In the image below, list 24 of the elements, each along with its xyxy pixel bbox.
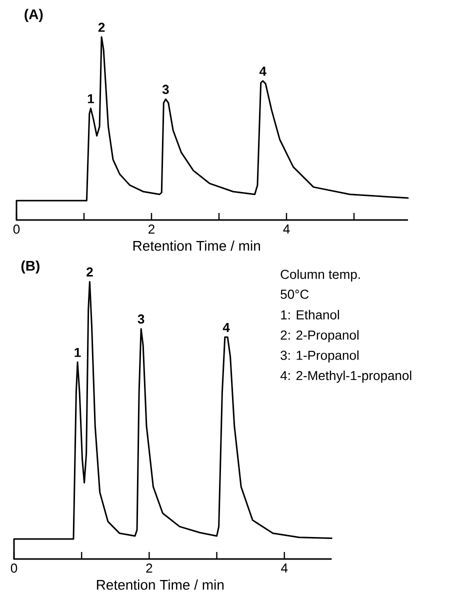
annotation: 1: Ethanol [281,310,339,320]
x-tick-label: 0 [10,564,18,573]
annotation: 4 [259,66,266,76]
annotation: 4: 2-Methyl-1-propanol [280,370,412,383]
x-tick-label: 4 [281,564,288,572]
x-tick-label: 4 [283,224,290,234]
annotation: 3 [162,84,169,94]
x-axis-title: Retention Time / min [133,240,260,251]
annotation: 50°C [280,290,309,299]
annotation: 2: 2-Propanol [280,330,358,342]
annotation: 3 [138,314,144,324]
annotation: 2 [86,267,93,276]
annotation: 2 [98,22,105,32]
annotation: 4 [222,323,230,332]
annotation: 3: 1-Propanol [280,350,358,363]
x-tick-label: 2 [148,224,154,234]
text: Column temp. [280,269,360,282]
chart-title: (A) [24,8,43,22]
x-tick-label: 0 [13,224,20,234]
x-axis-title: Retention Time / min [96,580,224,590]
annotation: 1 [74,348,81,357]
chart-title: (B) [21,260,40,274]
annotation: 1 [88,94,94,104]
x-tick-label: 2 [146,564,152,573]
